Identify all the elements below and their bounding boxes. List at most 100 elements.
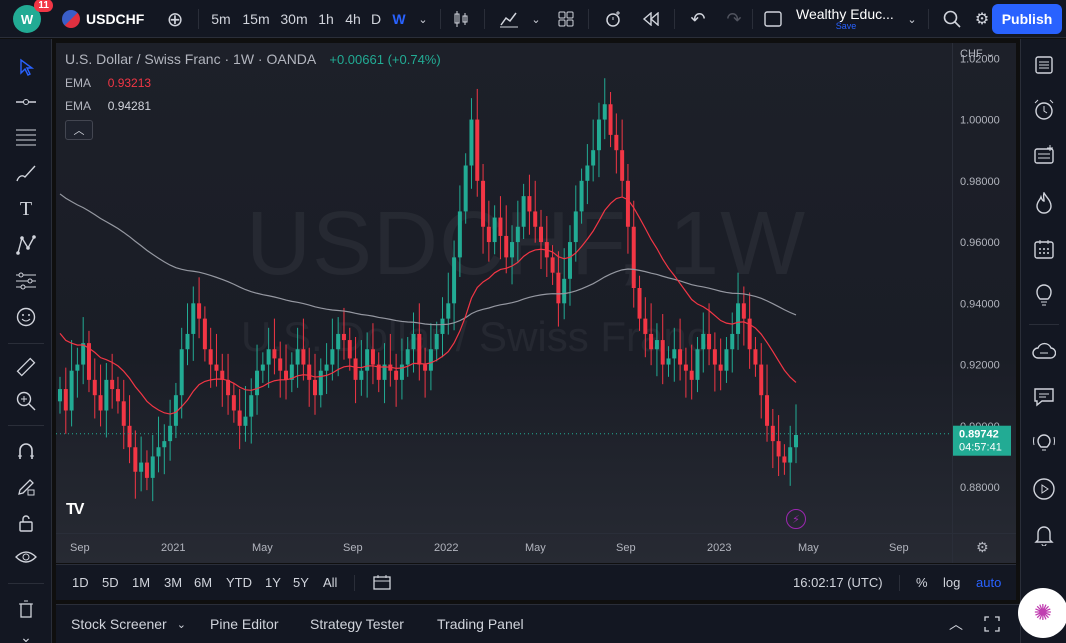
candle-body bbox=[127, 425, 132, 448]
candle-body bbox=[162, 441, 167, 448]
ema-fast-value: 0.93213 bbox=[107, 76, 152, 90]
streams-cloud-icon[interactable] bbox=[1028, 335, 1060, 367]
ema-fast-legend[interactable]: EMA 0.93213 bbox=[65, 76, 151, 90]
utc-clock[interactable]: 16:02:17 (UTC) bbox=[793, 574, 883, 590]
candle-body bbox=[620, 150, 625, 181]
chart-legend: U.S. Dollar / Swiss Franc · 1W · OANDA +… bbox=[65, 51, 441, 67]
add-symbol-icon[interactable]: ⊕ bbox=[166, 8, 184, 31]
tab-strategy-tester[interactable]: Strategy Tester bbox=[310, 616, 404, 632]
timeframe-w[interactable]: W bbox=[392, 11, 406, 27]
range-6m[interactable]: 6M bbox=[194, 574, 213, 590]
lock-drawing-pencil-icon[interactable] bbox=[10, 473, 42, 501]
chart-pane[interactable]: USDCHF, 1W U.S. Dollar / Swiss Franc 1.0… bbox=[56, 43, 1016, 563]
chevron-down-icon[interactable]: ⌄ bbox=[20, 628, 32, 643]
range-ytd[interactable]: YTD bbox=[226, 574, 252, 590]
timeframe-5m[interactable]: 5m bbox=[211, 11, 231, 27]
tab-pine-editor[interactable]: Pine Editor bbox=[210, 616, 279, 632]
text-tool-icon[interactable]: T bbox=[19, 197, 33, 220]
eye-icon[interactable] bbox=[10, 543, 42, 571]
magnet-icon[interactable] bbox=[10, 437, 42, 465]
range-5d[interactable]: 5D bbox=[102, 574, 119, 590]
candle-body bbox=[226, 379, 231, 396]
chats-icon[interactable] bbox=[1028, 381, 1060, 413]
prediction-icon[interactable] bbox=[10, 267, 42, 295]
candle-body bbox=[191, 303, 196, 334]
chevron-up-icon[interactable]: ︿ bbox=[949, 616, 963, 632]
timeframe-1h[interactable]: 1h bbox=[318, 11, 334, 27]
percent-toggle[interactable]: % bbox=[916, 574, 928, 590]
candle-body bbox=[631, 226, 636, 288]
lightbulb-signal-icon[interactable] bbox=[1028, 427, 1060, 459]
legend-change: +0.00661 (+0.74%) bbox=[329, 52, 441, 67]
trash-icon[interactable] bbox=[10, 595, 42, 623]
layout-menu-button[interactable]: Wealthy Educ... Save bbox=[796, 0, 900, 38]
candle-body bbox=[446, 303, 451, 319]
log-toggle[interactable]: log bbox=[943, 574, 961, 590]
period-bar: 1D 5D 1M 3M 6M YTD 1Y 5Y All 16:02:17 (U… bbox=[56, 564, 1016, 600]
timeframe-30m[interactable]: 30m bbox=[280, 11, 308, 27]
range-1d[interactable]: 1D bbox=[72, 574, 89, 590]
candle-body bbox=[336, 333, 341, 350]
redo-icon[interactable]: ↷ bbox=[726, 8, 742, 29]
collapse-legend-button[interactable]: ︿ bbox=[65, 120, 93, 140]
timeframe-4h[interactable]: 4h bbox=[345, 11, 361, 27]
fib-retracement-icon[interactable] bbox=[10, 123, 42, 151]
ema-slow-legend[interactable]: EMA 0.94281 bbox=[65, 99, 151, 113]
layouts-grid-icon[interactable] bbox=[554, 0, 578, 38]
live-stream-icon[interactable] bbox=[1028, 473, 1060, 505]
hotlists-flame-icon[interactable] bbox=[1028, 187, 1060, 219]
lock-icon[interactable] bbox=[10, 509, 42, 537]
undo-icon[interactable]: ↶ bbox=[690, 8, 706, 29]
chevron-down-icon[interactable]: ⌄ bbox=[531, 13, 541, 26]
time-tick-label: 2022 bbox=[434, 542, 458, 554]
replay-icon[interactable] bbox=[638, 0, 664, 38]
range-1y[interactable]: 1Y bbox=[265, 574, 281, 590]
candle-body bbox=[654, 340, 659, 350]
pattern-icon[interactable] bbox=[10, 231, 42, 259]
symbol-search-button[interactable]: USDCHF bbox=[62, 0, 152, 38]
range-1m[interactable]: 1M bbox=[132, 574, 151, 590]
fullscreen-rect-icon[interactable] bbox=[762, 0, 784, 38]
tab-trading-panel[interactable]: Trading Panel bbox=[437, 616, 524, 632]
notifications-bell-icon[interactable] bbox=[1028, 519, 1060, 551]
object-tree-icon[interactable] bbox=[1028, 139, 1060, 171]
range-all[interactable]: All bbox=[323, 574, 338, 590]
range-3m[interactable]: 3M bbox=[164, 574, 183, 590]
candle-body bbox=[481, 180, 486, 227]
publish-button[interactable]: Publish bbox=[991, 0, 1063, 38]
calendar-icon[interactable] bbox=[1028, 233, 1060, 265]
flash-icon[interactable]: ⚡ bbox=[786, 509, 806, 529]
user-menu-button[interactable]: W 11 bbox=[10, 0, 53, 38]
ideas-lightbulb-icon[interactable] bbox=[1028, 279, 1060, 311]
timeframe-15m[interactable]: 15m bbox=[242, 11, 270, 27]
maximize-panel-icon[interactable] bbox=[984, 605, 1000, 643]
candlestick-chart[interactable]: 1.02000 1.00000 0.98000 0.96000 0.94000 0.920… bbox=[56, 43, 1016, 563]
watchlist-icon[interactable] bbox=[1028, 49, 1060, 81]
candle-body bbox=[794, 435, 798, 448]
alarm-clock-icon[interactable] bbox=[1028, 94, 1060, 126]
brush-icon[interactable] bbox=[10, 159, 42, 187]
trend-line-icon[interactable] bbox=[10, 88, 42, 116]
indicators-icon[interactable] bbox=[496, 0, 522, 38]
top-toolbar: W 11 USDCHF ⊕ 5m 15m 30m 1h 4h D W ⌄ ⌄ ↶… bbox=[0, 0, 1066, 38]
cursor-icon[interactable] bbox=[10, 53, 42, 81]
layout-save-label[interactable]: Save bbox=[835, 21, 857, 31]
time-tick-label: 2023 bbox=[707, 542, 731, 554]
auto-toggle[interactable]: auto bbox=[976, 574, 1002, 590]
chart-settings-gear-icon: ⚙ bbox=[976, 539, 989, 555]
timeframe-d[interactable]: D bbox=[370, 11, 382, 27]
ruler-icon[interactable] bbox=[10, 353, 42, 381]
zoom-in-icon[interactable] bbox=[10, 387, 42, 415]
candles-chart-type-icon[interactable] bbox=[448, 0, 474, 38]
settings-gear-icon[interactable]: ⚙ bbox=[974, 11, 990, 28]
search-icon[interactable] bbox=[940, 0, 964, 38]
emoji-icon[interactable] bbox=[10, 303, 42, 331]
chevron-down-icon[interactable]: ⌄ bbox=[418, 13, 428, 26]
tab-stock-screener[interactable]: Stock Screener ⌄ bbox=[71, 605, 186, 643]
alert-icon[interactable] bbox=[600, 0, 626, 38]
assistant-brain-icon[interactable]: ✺ bbox=[1018, 588, 1066, 638]
chevron-down-icon[interactable]: ⌄ bbox=[907, 13, 917, 26]
candle-body bbox=[457, 211, 462, 258]
range-5y[interactable]: 5Y bbox=[293, 574, 309, 590]
date-range-calendar-icon[interactable] bbox=[373, 565, 391, 599]
